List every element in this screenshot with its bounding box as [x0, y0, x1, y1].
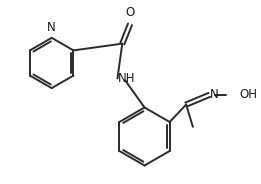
Text: OH: OH — [239, 88, 257, 101]
Text: N: N — [210, 88, 219, 101]
Text: NH: NH — [117, 72, 135, 85]
Text: O: O — [125, 6, 135, 20]
Text: N: N — [47, 21, 56, 34]
